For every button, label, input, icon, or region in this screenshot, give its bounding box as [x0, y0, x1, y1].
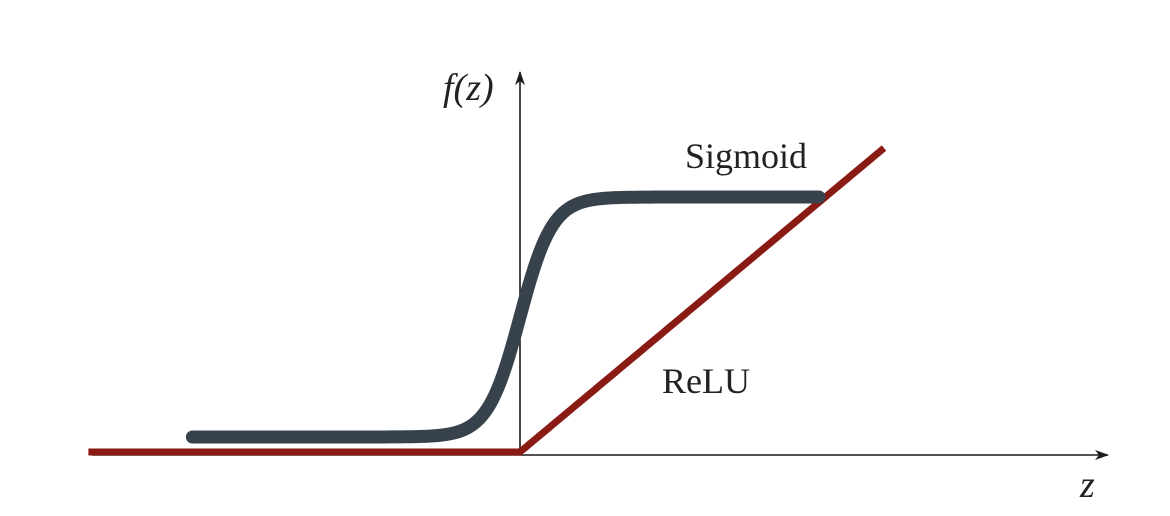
- y-axis-label: f(z): [443, 67, 494, 109]
- x-axis-label: z: [1079, 464, 1095, 506]
- relu-series-line: [88, 145, 887, 456]
- relu-label: ReLU: [662, 361, 750, 401]
- sigmoid-series-line: [185, 190, 826, 444]
- sigmoid-label: Sigmoid: [685, 136, 807, 176]
